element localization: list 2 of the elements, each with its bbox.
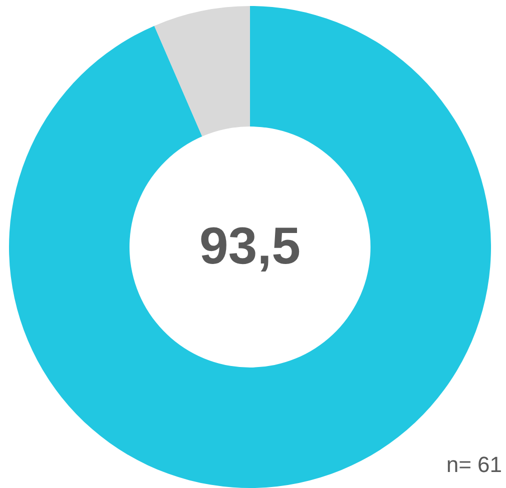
- text: n= 61: [446, 452, 502, 478]
- data-label: 93,5: [199, 217, 301, 276]
